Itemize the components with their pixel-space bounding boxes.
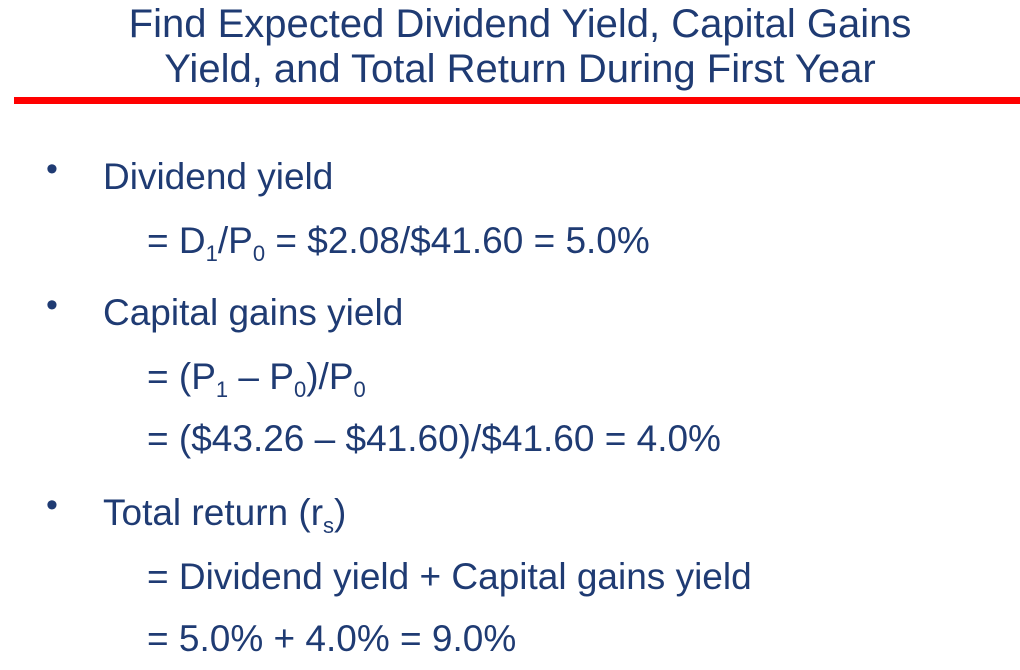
formula-text: = $2.08/$41.60 = 5.0% bbox=[265, 220, 650, 261]
bullet-icon: • bbox=[46, 150, 58, 188]
slide-title: Find Expected Dividend Yield, Capital Ga… bbox=[20, 2, 1020, 92]
bullet-icon: • bbox=[46, 486, 58, 524]
capital-gains-calculation: = ($43.26 – $41.60)/$41.60 = 4.0% bbox=[147, 418, 721, 459]
formula-text: /P bbox=[217, 220, 253, 261]
heading-text: ) bbox=[334, 492, 347, 533]
formula-text: = (P bbox=[147, 356, 216, 397]
total-return-heading: Total return (rs) bbox=[103, 492, 347, 537]
subscript: 0 bbox=[353, 377, 366, 402]
subscript: 0 bbox=[252, 241, 266, 266]
formula-text: = D bbox=[147, 220, 206, 261]
total-return-formula: = Dividend yield + Capital gains yield bbox=[147, 556, 752, 597]
formula-text: – P bbox=[228, 356, 294, 397]
bullet-icon: • bbox=[46, 286, 58, 324]
subscript: 0 bbox=[293, 377, 307, 402]
capital-gains-yield-heading: Capital gains yield bbox=[103, 292, 404, 333]
formula-text: )/P bbox=[306, 356, 354, 397]
slide-title-line-1: Find Expected Dividend Yield, Capital Ga… bbox=[128, 2, 912, 46]
subscript: s bbox=[323, 513, 335, 538]
dividend-yield-heading: Dividend yield bbox=[103, 156, 334, 197]
total-return-calculation: = 5.0% + 4.0% = 9.0% bbox=[147, 618, 517, 659]
heading-text: Total return (r bbox=[103, 492, 324, 533]
title-divider bbox=[14, 97, 1020, 104]
dividend-yield-formula: = D1/P0 = $2.08/$41.60 = 5.0% bbox=[147, 220, 650, 265]
capital-gains-formula: = (P1 – P0)/P0 bbox=[147, 356, 366, 401]
subscript: 1 bbox=[205, 241, 218, 266]
subscript: 1 bbox=[215, 377, 229, 402]
slide-title-line-2: Yield, and Total Return During First Yea… bbox=[164, 47, 876, 91]
